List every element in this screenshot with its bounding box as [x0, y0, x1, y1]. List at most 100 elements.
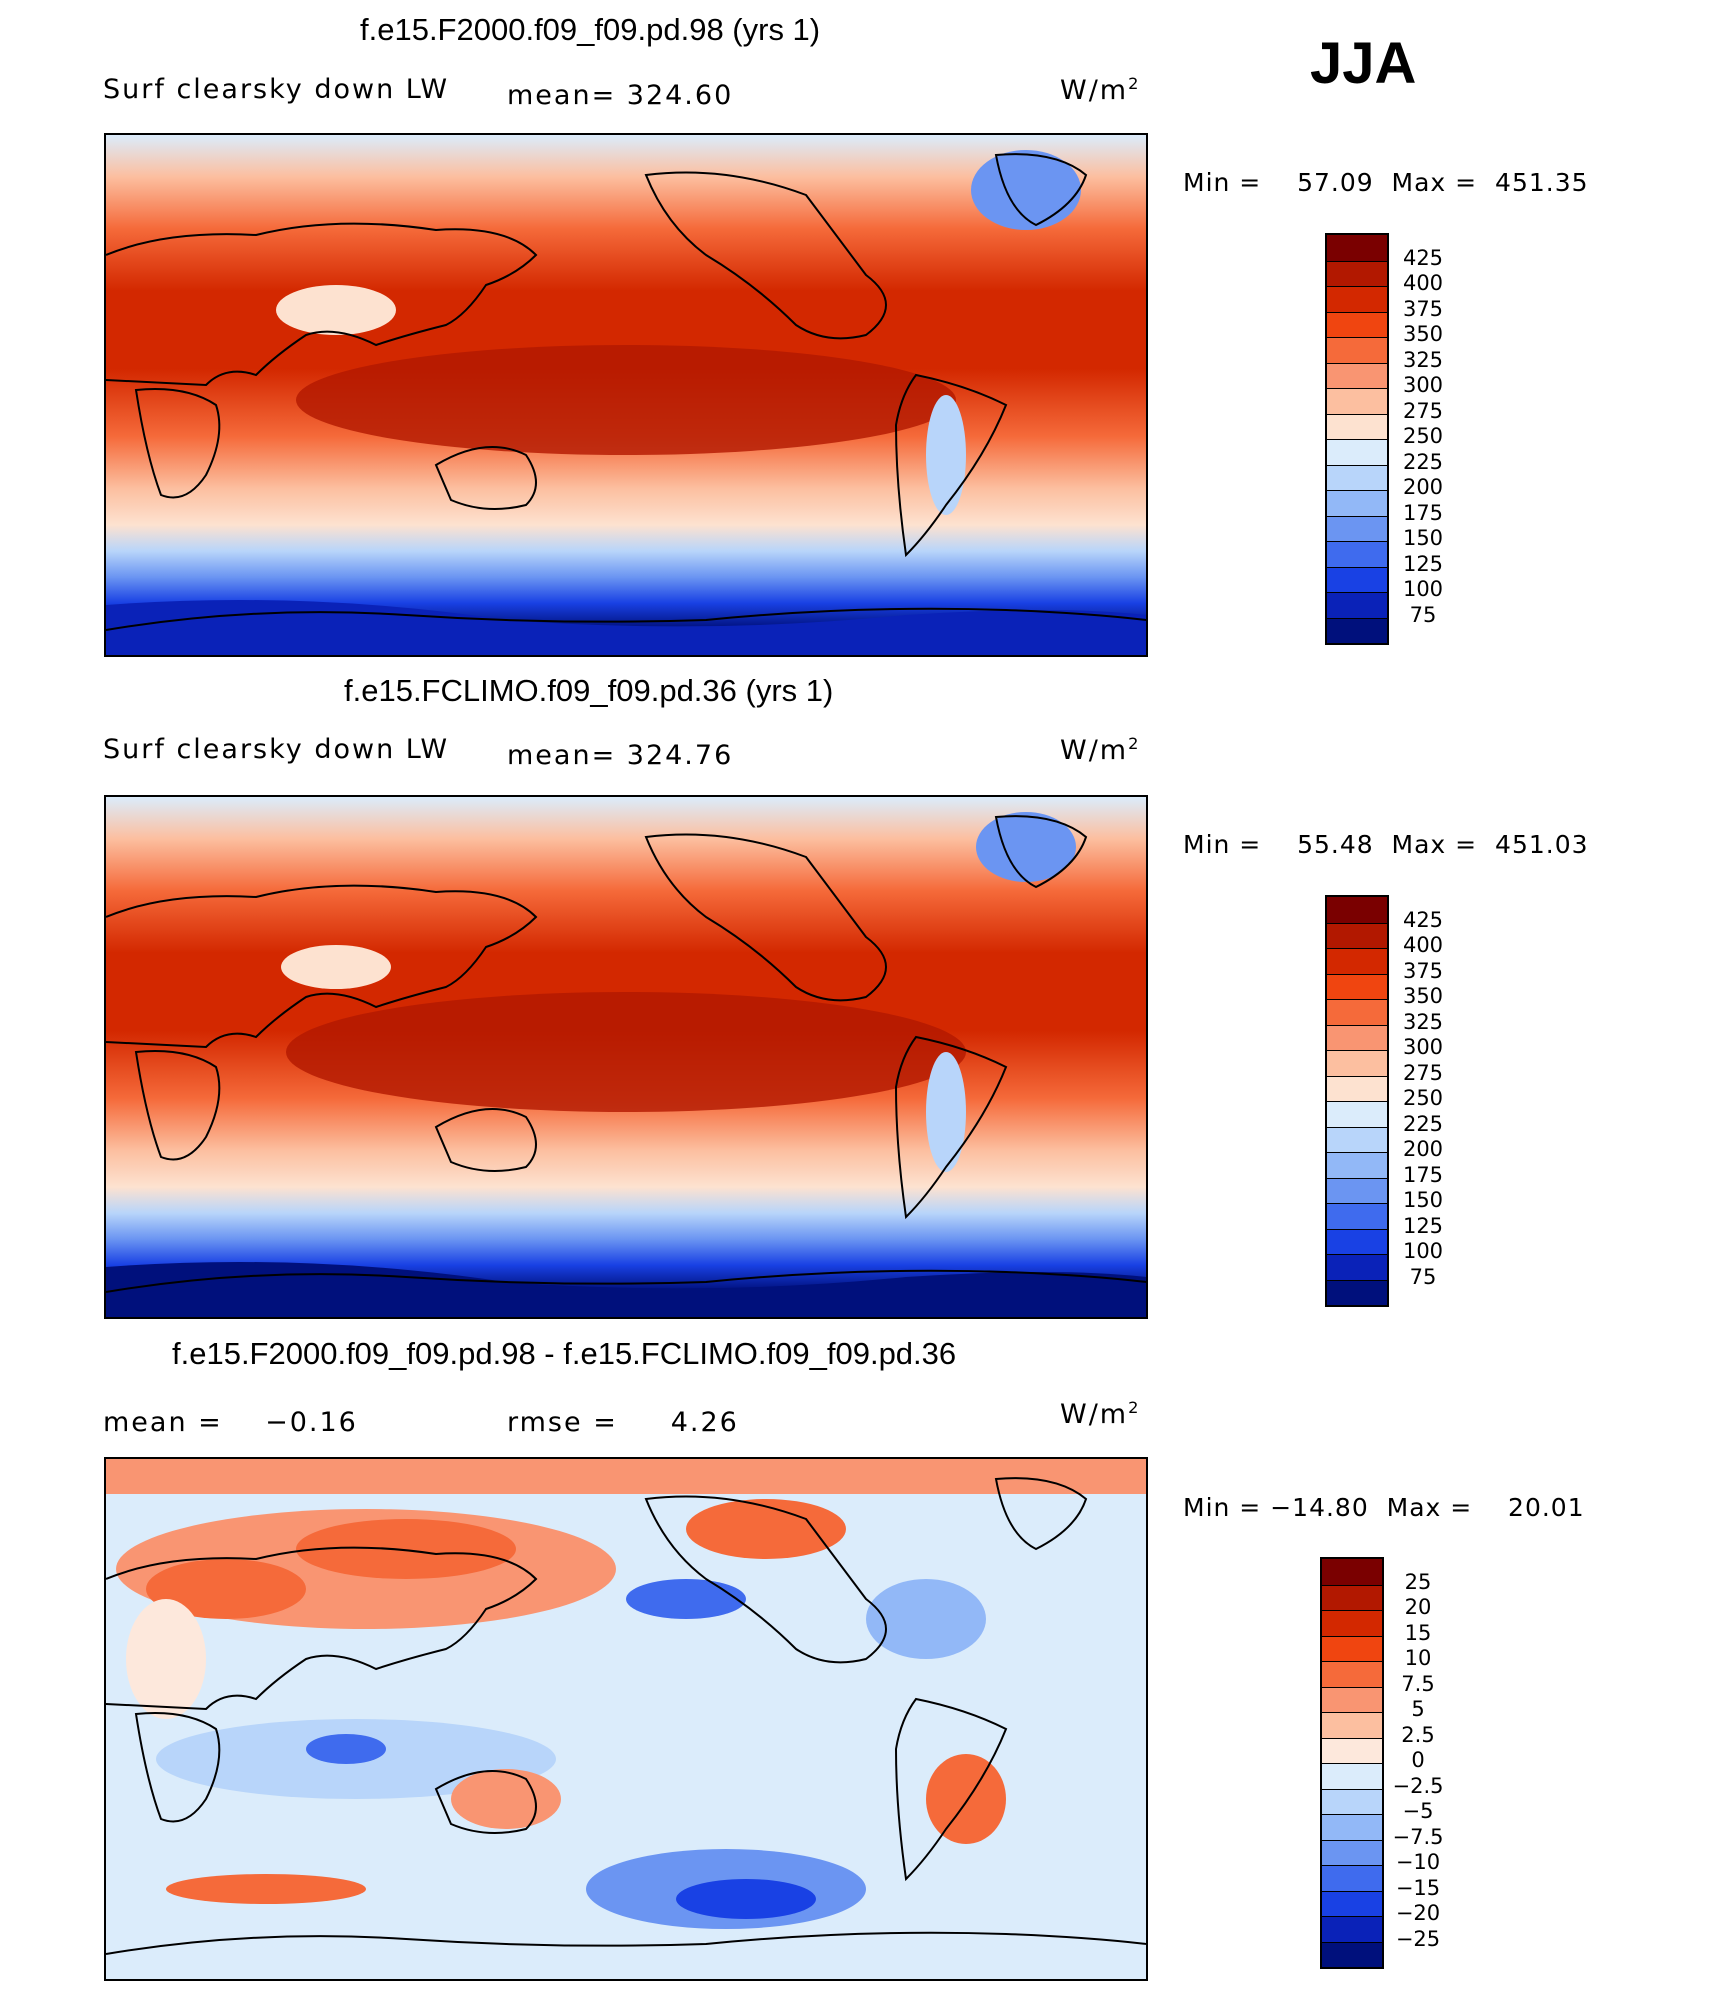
colorbar-tick-label: 150	[1402, 526, 1444, 550]
colorbar-tick-label: 300	[1402, 373, 1444, 397]
panel2-map	[104, 795, 1148, 1319]
colorbar-tick-label: 275	[1402, 1060, 1444, 1085]
colorbar-tick-label: 2.5	[1401, 1722, 1435, 1747]
panel3-mean-label: mean =	[103, 1407, 223, 1438]
andes-minimum	[926, 395, 966, 515]
australia-positive	[451, 1769, 561, 1829]
colorbar-swatch	[1327, 1101, 1387, 1127]
colorbar-swatch	[1327, 311, 1387, 337]
europe-positive	[146, 1559, 306, 1619]
eurasia-coast	[106, 1546, 538, 1711]
colorbar-tick-label: 375	[1402, 296, 1444, 321]
south-america-coast	[894, 373, 1008, 558]
panel3-min-label: Min =	[1183, 1493, 1262, 1522]
colorbar-swatch	[1327, 999, 1387, 1025]
colorbar-tick-label: 425	[1402, 907, 1444, 932]
colorbar-swatch	[1327, 439, 1387, 465]
greenland-coast	[994, 1477, 1088, 1551]
colorbar-tick-label: 25	[1404, 1569, 1432, 1594]
panel1-colorbar	[1325, 233, 1389, 645]
colorbar-swatch	[1322, 1916, 1382, 1942]
units-text: W/m	[1060, 75, 1129, 106]
coastlines	[106, 815, 1146, 1293]
colorbar-swatch	[1327, 592, 1387, 618]
tropical-maximum	[286, 992, 966, 1112]
greenland-minimum	[976, 812, 1076, 882]
panel3-colorbar	[1320, 1557, 1384, 1969]
panel2-min-label: Min =	[1183, 830, 1262, 859]
colorbar-swatch	[1327, 948, 1387, 974]
panel3-min-value: −14.80	[1270, 1493, 1369, 1522]
npacific-negative	[626, 1579, 746, 1619]
colorbar-tick-label: 20	[1404, 1595, 1432, 1619]
panel3-mean: mean = −0.16	[103, 1407, 358, 1438]
colorbar-tick-label: 125	[1402, 1213, 1444, 1238]
colorbar-swatch	[1327, 897, 1387, 923]
north-america-coast	[644, 1495, 887, 1664]
panel3-map-svg	[106, 1459, 1146, 1979]
colorbar-tick-label: 350	[1402, 984, 1444, 1008]
africa-neutral	[126, 1599, 206, 1719]
colorbar-tick-label: 10	[1404, 1646, 1432, 1670]
colorbar-swatch	[1327, 1203, 1387, 1229]
colorbar-swatch	[1327, 1279, 1387, 1305]
panel1-minmax: Min = 57.09 Max = 451.35	[1183, 168, 1589, 197]
colorbar-tick-label: 0	[1411, 1748, 1425, 1772]
colorbar-swatch	[1322, 1584, 1382, 1610]
panel2-variable: Surf clearsky down LW	[103, 734, 450, 765]
colorbar-swatch	[1327, 1075, 1387, 1101]
colorbar-swatch	[1327, 1050, 1387, 1076]
colorbar-swatch	[1327, 617, 1387, 643]
colorbar-swatch	[1327, 1024, 1387, 1050]
colorbar-tick-label: 300	[1402, 1035, 1444, 1059]
coastlines	[106, 153, 1146, 631]
colorbar-swatch	[1327, 1254, 1387, 1280]
colorbar-tick-label: 100	[1402, 577, 1444, 601]
colorbar-swatch	[1322, 1559, 1382, 1585]
colorbar-tick-label: 250	[1402, 1086, 1444, 1110]
units-text: W/m	[1060, 1399, 1129, 1430]
colorbar-tick-label: 350	[1402, 322, 1444, 346]
colorbar-tick-label: 7.5	[1401, 1671, 1435, 1696]
australia-coast	[434, 446, 537, 510]
tropical-maximum	[296, 345, 956, 455]
colorbar-tick-label: 425	[1402, 245, 1444, 270]
colorbar-swatch	[1322, 1661, 1382, 1687]
australia-coast	[434, 1108, 537, 1172]
panel2-min-value: 55.48	[1297, 830, 1374, 859]
panel3-rmse-value: 4.26	[670, 1407, 739, 1438]
panel1-map-svg	[106, 135, 1146, 655]
colorbar-tick-label: −15	[1395, 1875, 1441, 1900]
greenland-coast	[994, 815, 1088, 889]
colorbar-tick-label: 200	[1402, 1137, 1444, 1161]
colorbar-tick-label: −7.5	[1392, 1824, 1444, 1849]
panel3-rmse-label: rmse =	[507, 1407, 618, 1438]
units-exponent: 2	[1128, 1398, 1141, 1417]
panel3-title: f.e15.F2000.f09_f09.pd.98 - f.e15.FCLIMO…	[172, 1336, 957, 1371]
colorbar-tick-label: 100	[1402, 1239, 1444, 1263]
southern-ocean-positive	[166, 1874, 366, 1904]
colorbar-tick-label: 125	[1402, 551, 1444, 576]
greenland-coast	[994, 153, 1088, 227]
colorbar-swatch	[1327, 1126, 1387, 1152]
panel3-rmse: rmse = 4.26	[507, 1407, 739, 1438]
colorbar-tick-label: 250	[1402, 424, 1444, 448]
panel2-mean: mean= 324.76	[507, 740, 734, 771]
eurasia-coast	[106, 222, 538, 387]
panel1-map	[104, 133, 1148, 657]
colorbar-swatch	[1327, 1177, 1387, 1203]
colorbar-swatch	[1327, 413, 1387, 439]
panel1-units: W/m2	[1060, 74, 1140, 106]
colorbar-swatch	[1327, 1228, 1387, 1254]
colorbar-swatch	[1322, 1635, 1382, 1661]
samerica-positive	[926, 1754, 1006, 1844]
colorbar-swatch	[1327, 490, 1387, 516]
colorbar-tick-label: 325	[1402, 347, 1444, 372]
colorbar-tick-label: 175	[1402, 500, 1444, 525]
south-america-coast	[894, 1035, 1008, 1220]
colorbar-tick-label: 275	[1402, 398, 1444, 423]
units-exponent: 2	[1128, 74, 1141, 93]
colorbar-swatch	[1322, 1610, 1382, 1636]
colorbar-tick-label: 325	[1402, 1009, 1444, 1034]
colorbar-tick-label: 75	[1409, 1264, 1437, 1289]
